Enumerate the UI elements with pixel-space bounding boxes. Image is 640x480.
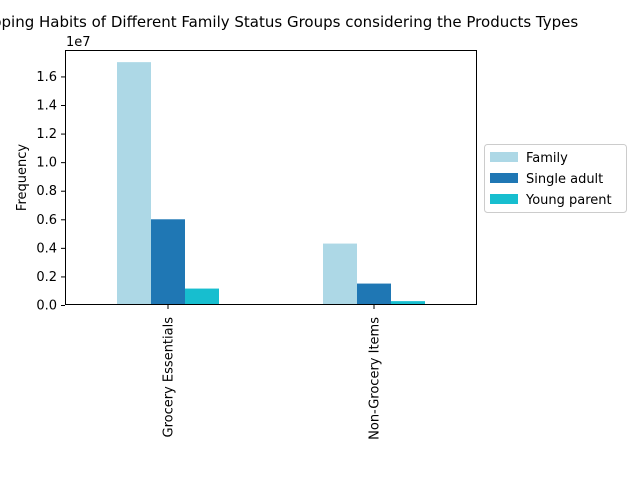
y-tick-label: 1.4 bbox=[36, 99, 57, 114]
x-tick-label: Non-Grocery Items bbox=[368, 317, 383, 440]
legend-swatch bbox=[490, 173, 518, 183]
y-tick-label: 1.0 bbox=[36, 156, 57, 171]
y-tick-label: 0.8 bbox=[36, 184, 57, 199]
y-tick-label: 0.2 bbox=[36, 270, 57, 285]
y-ticks-group: 0.0 0.2 0.4 0.6 0.8 1.0 1.2 1.4 1.6 bbox=[36, 70, 65, 314]
y-tick-label: 0.4 bbox=[36, 241, 57, 256]
legend-swatch bbox=[490, 194, 518, 204]
bar-family-grocery-essentials bbox=[117, 62, 151, 306]
chart-title: Shopping Habits of Different Family Stat… bbox=[0, 13, 578, 31]
bar-family-non-grocery-items bbox=[323, 243, 357, 305]
legend-label: Young parent bbox=[525, 193, 612, 208]
legend-box bbox=[484, 144, 627, 213]
bar-young-parent-non-grocery-items bbox=[391, 301, 425, 305]
plot-frame bbox=[65, 50, 477, 305]
legend: Family Single adult Young parent bbox=[484, 144, 627, 213]
y-tick-label: 0.6 bbox=[36, 213, 57, 228]
bar-single-adult-non-grocery-items bbox=[357, 283, 391, 305]
y-tick-label: 0.0 bbox=[36, 299, 57, 314]
bar-single-adult-grocery-essentials bbox=[151, 219, 185, 305]
y-tick-label: 1.2 bbox=[36, 127, 57, 142]
y-axis-offset-text: 1e7 bbox=[66, 35, 91, 50]
x-tick-label: Grocery Essentials bbox=[162, 317, 177, 438]
y-tick-label: 1.6 bbox=[36, 70, 57, 85]
legend-swatch bbox=[490, 152, 518, 162]
y-axis-label: Frequency bbox=[15, 144, 30, 211]
bar-young-parent-grocery-essentials bbox=[185, 288, 219, 305]
x-ticks-group: Grocery Essentials Non-Grocery Items bbox=[162, 305, 383, 440]
legend-label: Family bbox=[526, 151, 568, 166]
legend-label: Single adult bbox=[526, 172, 603, 187]
bars-group bbox=[117, 62, 425, 306]
